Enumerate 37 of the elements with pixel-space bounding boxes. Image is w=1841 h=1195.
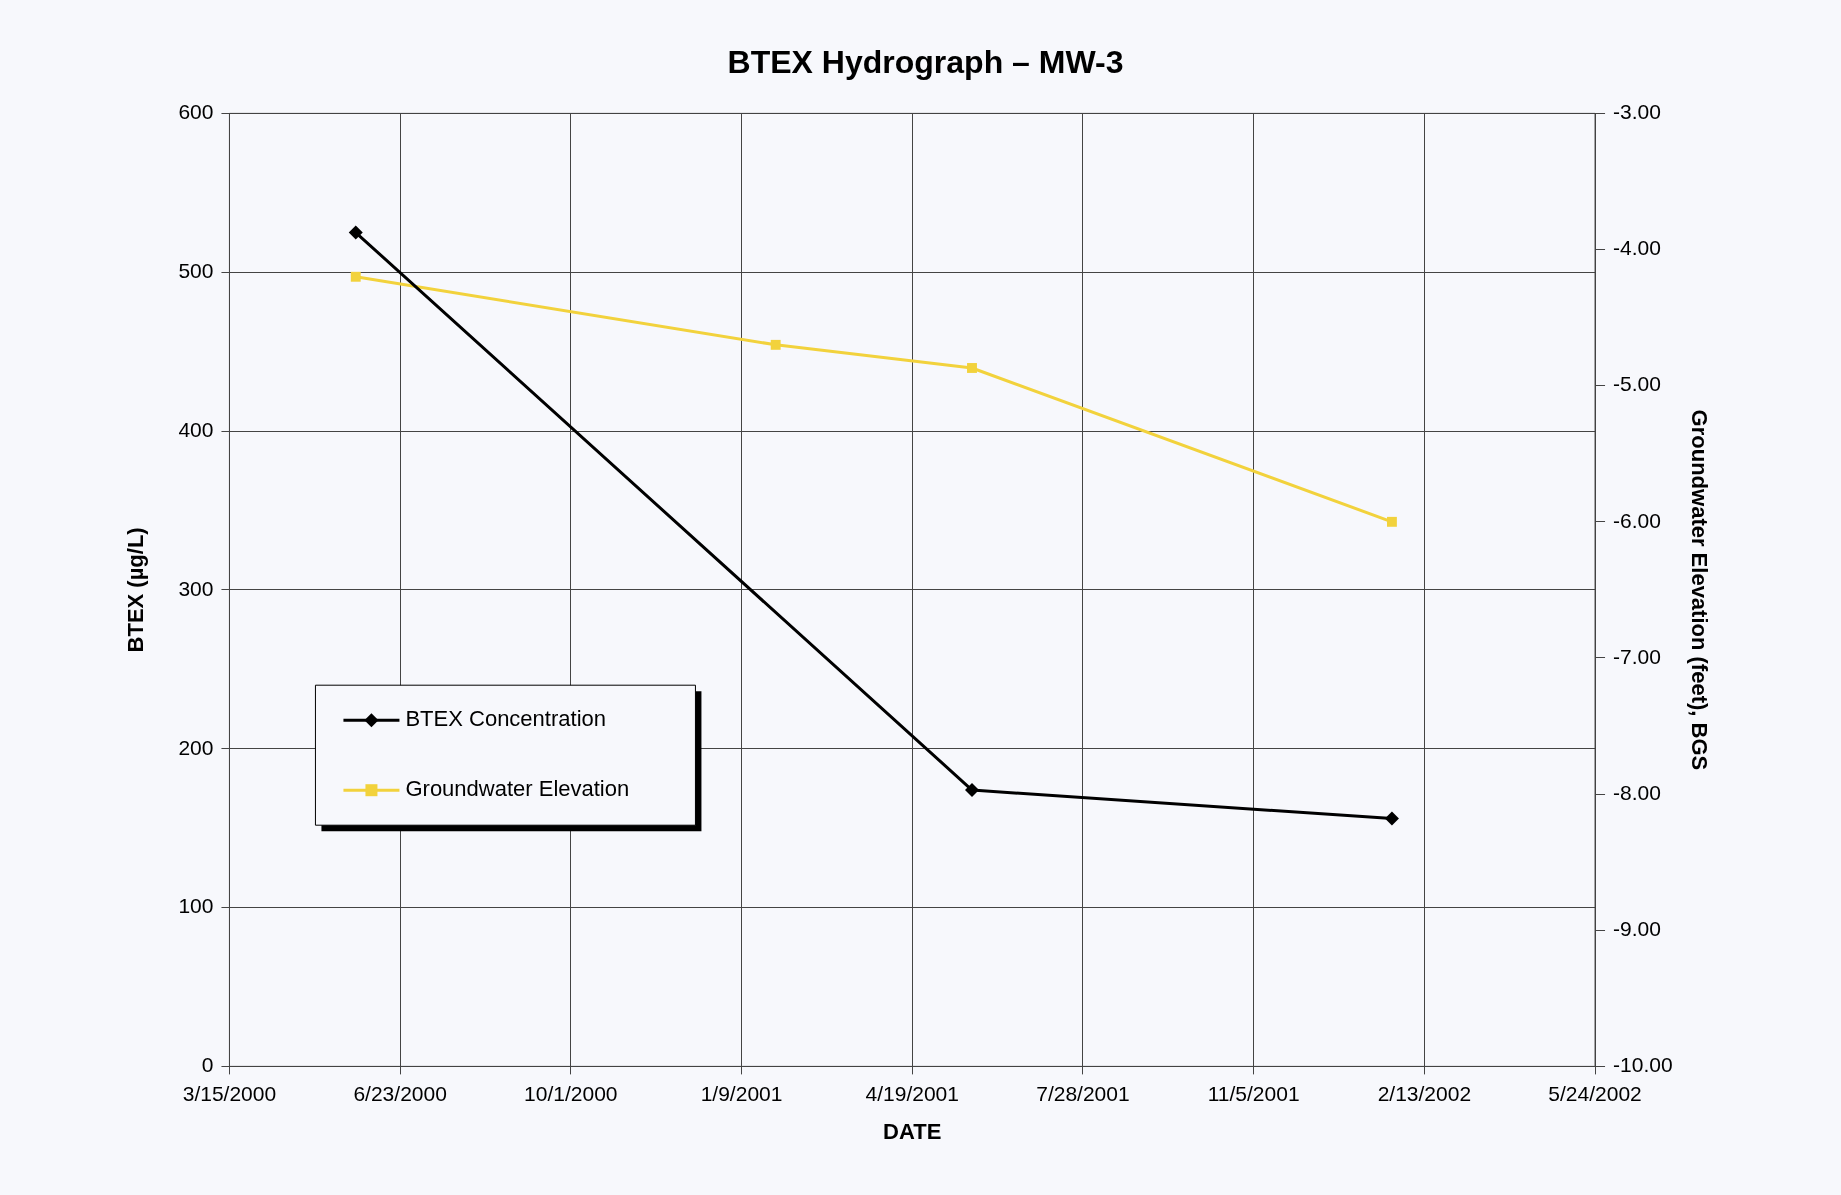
x-tick-label: 10/1/2000 bbox=[524, 1081, 618, 1105]
y-tick-label: 200 bbox=[178, 735, 214, 759]
x-tick-label: 11/5/2001 bbox=[1207, 1081, 1300, 1105]
y2-tick-label: -5.00 bbox=[1613, 372, 1661, 396]
y-tick-label: 400 bbox=[178, 417, 214, 441]
y2-tick-label: -3.00 bbox=[1613, 100, 1661, 124]
y2-tick-label: -6.00 bbox=[1613, 508, 1661, 532]
chart-title: BTEX Hydrograph – MW-3 bbox=[727, 44, 1124, 81]
x-tick-label: 1/9/2001 bbox=[700, 1081, 783, 1105]
y-tick-label: 100 bbox=[178, 894, 214, 918]
legend-label: BTEX Concentration bbox=[405, 706, 606, 732]
y2-tick-label: -9.00 bbox=[1613, 917, 1661, 941]
point bbox=[1384, 811, 1399, 826]
point bbox=[964, 783, 979, 798]
point bbox=[1386, 516, 1397, 527]
x-tick-label: 6/23/2000 bbox=[353, 1081, 447, 1105]
y-tick-label: 600 bbox=[178, 100, 214, 124]
y2-tick-label: -10.00 bbox=[1613, 1053, 1673, 1077]
y2-axis-title: Groundwater Elevation (feet), BGS bbox=[1686, 409, 1712, 771]
point bbox=[350, 271, 361, 282]
x-axis-title: DATE bbox=[883, 1118, 942, 1144]
y-axis-title: BTEX (µg/L) bbox=[123, 527, 149, 653]
y-tick-label: 500 bbox=[178, 259, 214, 283]
x-tick-label: 4/19/2001 bbox=[865, 1081, 959, 1105]
point bbox=[967, 363, 977, 373]
point bbox=[348, 225, 363, 240]
y2-tick-label: -4.00 bbox=[1613, 236, 1661, 260]
x-tick-label: 2/13/2002 bbox=[1377, 1081, 1472, 1105]
x-tick-label: 3/15/2000 bbox=[182, 1081, 277, 1105]
y-tick-label: 300 bbox=[178, 576, 214, 600]
y2-tick-label: -8.00 bbox=[1613, 780, 1661, 804]
x-tick-label: 7/28/2001 bbox=[1036, 1081, 1130, 1105]
legend-label: Groundwater Elevation bbox=[405, 776, 630, 802]
y-tick-label: 0 bbox=[201, 1053, 214, 1077]
y2-tick-label: -7.00 bbox=[1613, 644, 1661, 668]
point bbox=[770, 339, 781, 350]
x-tick-label: 5/24/2002 bbox=[1548, 1081, 1642, 1105]
